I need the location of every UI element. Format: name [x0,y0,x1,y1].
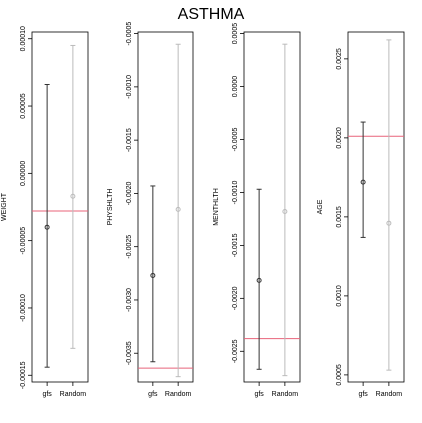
y-tick-label: 0.0015 [336,206,343,228]
y-tick-label: -0.00010 [20,294,27,322]
point-random [70,193,76,199]
point-random [386,220,392,226]
panel-age: 0.0025 0.0020 0.0015 0.0010 0.0005 AGE gfs Rand… [317,31,405,398]
x-tick-label: gfs [254,391,264,398]
x-tick-label: gfs [358,391,368,398]
figure-title: ASTHMA [178,6,245,23]
y-tick-label: -0.0020 [126,181,133,205]
y-tick-label: -0.0030 [126,288,133,312]
plot-frame [137,31,194,383]
y-tick-label: -0.0010 [232,180,239,204]
x-tick-label: gfs [42,391,52,398]
y-tick-label: 0.0010 [336,285,343,307]
plot-frame [347,31,405,383]
plot-frame [243,31,301,383]
x-tick-label: Random [60,391,87,398]
y-axis-label: AGE [317,199,324,214]
y-tick-label: 0.0025 [336,48,343,70]
panel-weight: 0.00010 0.00005 0.00000 -0.00005 -0.00010 -0.… [1,26,89,398]
y-tick-label: 0.00005 [20,93,27,118]
point-gfs [44,224,50,230]
panels: 0.00010 0.00005 0.00000 -0.00005 -0.00010 -0.… [1,22,405,398]
x-tick-label: gfs [148,391,158,398]
point-gfs [150,272,156,278]
y-tick-label: -0.00005 [20,227,27,255]
x-tick-label: Random [165,391,192,398]
x-tick-label: Random [376,391,403,398]
point-random [175,206,181,212]
y-tick-label: 0.0020 [336,127,343,149]
point-gfs [256,277,262,283]
y-tick-label: -0.0015 [126,128,133,152]
y-tick-label: 0.0000 [232,76,239,98]
y-tick-label: -0.0015 [232,233,239,257]
panel-physhlth: -0.0005 -0.0010 -0.0015 -0.0020 -0.0025 -0.00… [107,22,194,398]
y-tick-label: -0.00015 [20,361,27,389]
y-tick-label: -0.0010 [126,75,133,99]
plot-frame [31,31,89,383]
panel-menthlth: 0.0005 0.0000 -0.0005 -0.0010 -0.0015 -0.0020… [213,23,301,398]
y-tick-label: -0.0005 [232,128,239,152]
y-axis-label: MENTHLTH [213,188,220,226]
y-axis-label: WEIGHT [1,192,8,221]
y-tick-label: 0.0005 [232,23,239,45]
y-tick-label: 0.00010 [20,26,27,51]
x-tick-label: Random [272,391,299,398]
point-gfs [360,179,366,185]
y-tick-label: 0.00000 [20,161,27,186]
y-tick-label: -0.0005 [126,22,133,46]
y-axis-label: PHYSHLTH [107,189,114,226]
point-random [282,209,288,215]
y-tick-label: 0.0005 [336,364,343,386]
y-tick-label: -0.0025 [232,339,239,363]
y-tick-label: -0.0025 [126,235,133,259]
y-tick-label: -0.0020 [232,286,239,310]
y-tick-label: -0.0035 [126,341,133,365]
